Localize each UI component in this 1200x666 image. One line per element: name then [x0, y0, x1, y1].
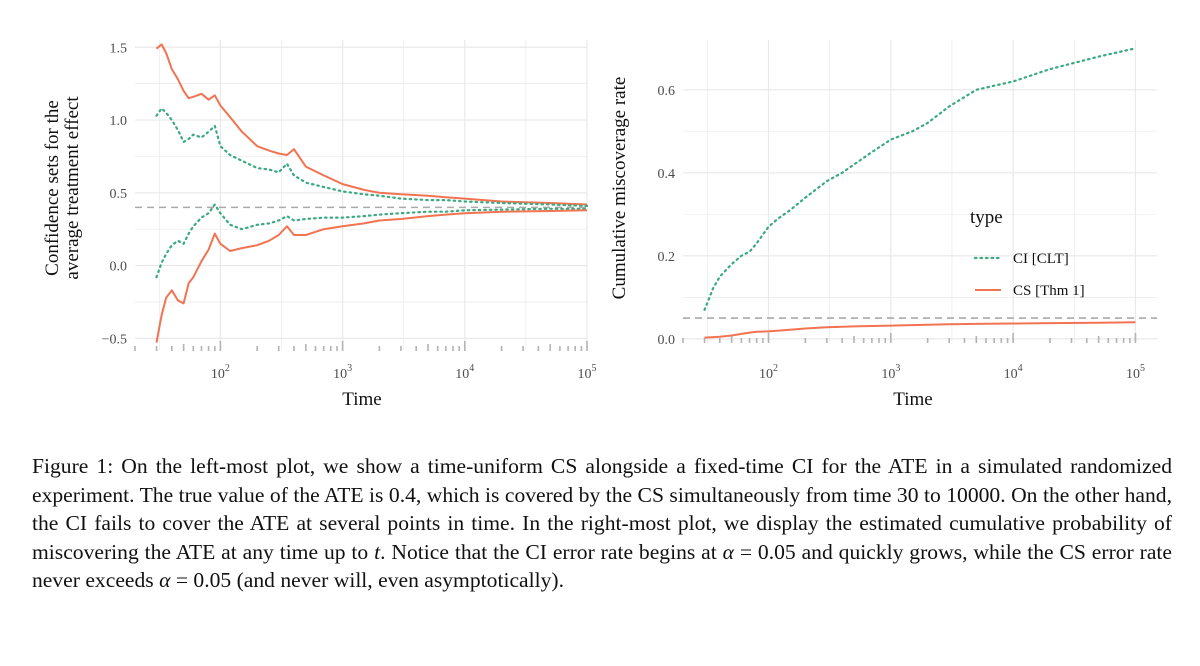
right-gridlines	[683, 40, 1157, 343]
right-plot-panel: 0.0 0.2 0.4 0.6 102 103 104 105 Time Cumulativ…	[609, 40, 1157, 410]
left-x-tick-label: 103	[333, 363, 352, 382]
left-gridlines	[135, 40, 588, 350]
right-x-tick-labels: 102 103 104 105	[759, 363, 1145, 382]
right-y-tick-label: 0.0	[658, 333, 676, 348]
left-x-tick-label: 102	[211, 363, 230, 382]
caption-math-alpha-2: α	[159, 568, 171, 593]
caption-text-4: = 0.05 (and never will, even asymptotica…	[170, 568, 564, 593]
left-plot-panel: −0.5 0.0 0.5 1.0 1.5 102 103 104 105 Time Confi…	[42, 40, 597, 410]
left-series-cs-lower	[155, 209, 588, 343]
left-y-tick-label: 0.5	[110, 187, 128, 202]
caption-math-alpha-1: α	[722, 539, 734, 564]
right-x-tick-label: 103	[881, 363, 900, 382]
left-x-tick-labels: 102 103 104 105	[211, 363, 597, 382]
right-x-axis-title: Time	[893, 389, 932, 410]
legend: type CI [CLT] CS [Thm 1]	[970, 207, 1085, 299]
left-y-tick-label: 1.5	[110, 41, 128, 56]
right-series-cs-thm-1	[704, 321, 1136, 339]
left-rug	[134, 341, 588, 351]
legend-label-ci: CI [CLT]	[1013, 251, 1069, 267]
figure: −0.5 0.0 0.5 1.0 1.5 102 103 104 105 Time Confi…	[42, 40, 1157, 410]
legend-label-cs: CS [Thm 1]	[1013, 283, 1085, 299]
right-x-tick-label: 105	[1126, 363, 1145, 382]
left-x-axis-title: Time	[342, 389, 381, 410]
left-x-tick-label: 105	[578, 363, 597, 382]
caption-math-t: t	[374, 539, 381, 564]
right-series	[703, 47, 1137, 339]
right-y-tick-label: 0.4	[658, 167, 676, 182]
left-y-axis-title-line1: Confidence sets for the	[42, 100, 63, 276]
left-series	[155, 43, 589, 343]
figure-caption: Figure 1: On the left-most plot, we show…	[32, 452, 1172, 595]
left-y-tick-label: 1.0	[110, 114, 128, 129]
left-series-cs-upper	[155, 43, 588, 206]
right-x-tick-label: 102	[759, 363, 778, 382]
right-y-tick-label: 0.2	[658, 250, 676, 265]
right-y-axis-title: Cumulative miscoverage rate	[609, 77, 630, 300]
right-series-ci-clt	[703, 47, 1137, 311]
right-rug	[682, 333, 1137, 343]
right-y-tick-labels: 0.0 0.2 0.4 0.6	[658, 84, 676, 348]
left-series-ci-upper	[155, 107, 589, 207]
left-series-ci-lower	[155, 203, 589, 279]
left-y-tick-label: 0.0	[110, 260, 128, 275]
right-x-tick-label: 104	[1004, 363, 1023, 382]
legend-title: type	[970, 207, 1003, 228]
caption-text-3: = 0.05 and quickly grows, while the CS e…	[32, 539, 1178, 593]
caption-text-1: Figure 1: On the left-most plot, we show…	[32, 454, 1178, 564]
left-y-axis-title-line2: average treatment effect	[62, 96, 83, 280]
right-y-tick-label: 0.6	[658, 84, 676, 99]
caption-text-2: . Notice that the CI error rate begins a…	[380, 539, 723, 564]
left-y-tick-labels: −0.5 0.0 0.5 1.0 1.5	[102, 41, 127, 347]
left-x-tick-label: 104	[455, 363, 474, 382]
left-y-tick-label: −0.5	[102, 332, 127, 347]
